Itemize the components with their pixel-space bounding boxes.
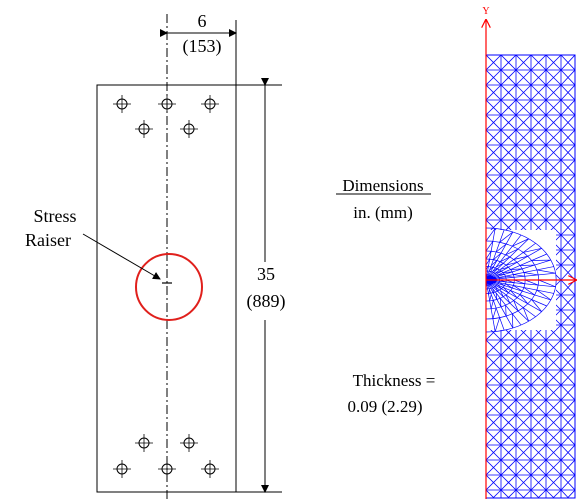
stress-raiser-highlight	[135, 253, 203, 321]
bolt-hole	[158, 95, 176, 113]
legend-units: in. (mm)	[353, 203, 413, 222]
width-dim-value: 6	[198, 11, 207, 31]
bolt-hole	[135, 120, 153, 138]
bolt-hole	[113, 460, 131, 478]
bolt-hole	[201, 95, 219, 113]
legend-title: Dimensions	[342, 176, 423, 195]
bolt-hole	[135, 434, 153, 452]
bolt-holes	[113, 95, 219, 478]
height-dim-value: 35	[257, 264, 275, 284]
dimensions-legend: Dimensions in. (mm) Thickness = 0.09 (2.…	[336, 176, 435, 416]
thickness-line1: Thickness =	[353, 371, 436, 390]
stress-raiser-arrow	[82, 233, 161, 280]
stress-raiser-label-line2: Raiser	[25, 230, 71, 250]
bolt-hole	[180, 120, 198, 138]
bolt-hole	[158, 460, 176, 478]
height-dim-metric: (889)	[247, 291, 286, 312]
thickness-line2: 0.09 (2.29)	[347, 397, 422, 416]
fe-mesh: Y	[482, 6, 576, 499]
y-axis-label: Y	[482, 6, 489, 17]
width-dimension: 6 (153)	[160, 11, 237, 85]
bolt-hole	[113, 95, 131, 113]
height-dimension: 35 (889)	[236, 78, 292, 493]
specimen-drawing: 6 (153) 35 (889) Stress Raiser	[25, 11, 292, 499]
bolt-hole	[201, 460, 219, 478]
stress-raiser: Stress Raiser	[25, 206, 203, 321]
width-dim-metric: (153)	[183, 36, 222, 57]
stress-raiser-label-line1: Stress	[33, 206, 76, 226]
bolt-hole	[180, 434, 198, 452]
